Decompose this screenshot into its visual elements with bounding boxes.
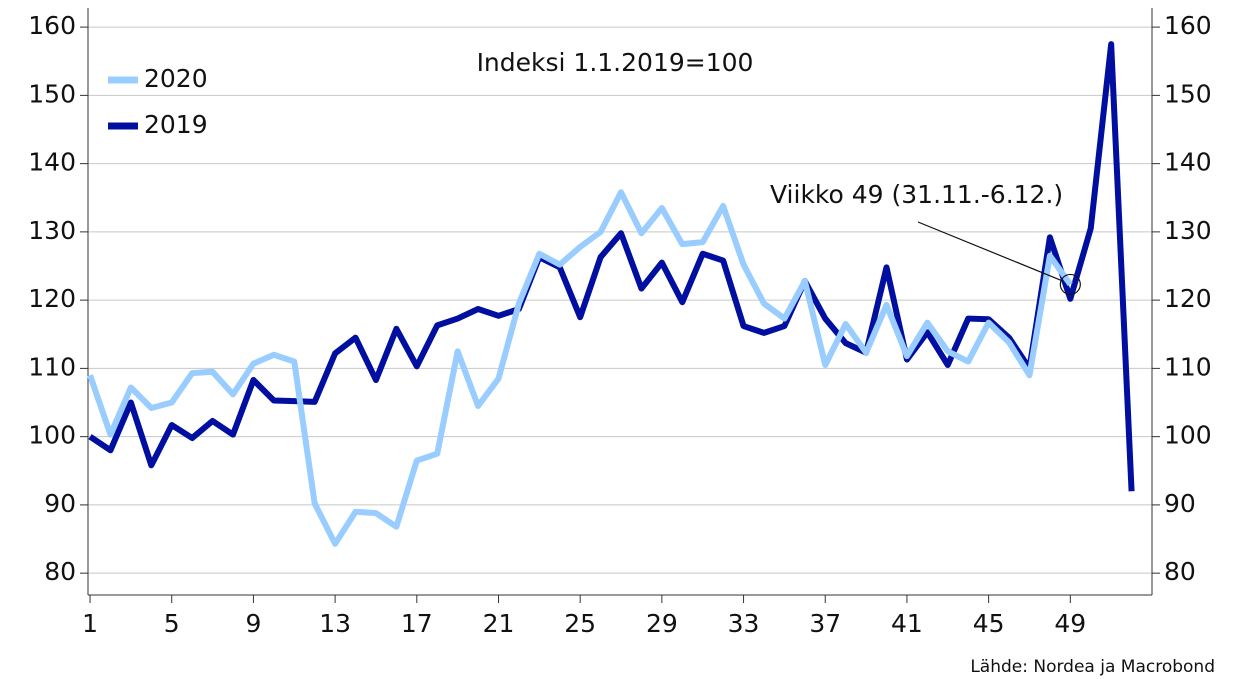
y2-tick-label: 140 (1164, 148, 1212, 177)
legend-label: 2019 (144, 110, 208, 139)
y2-tick-label: 100 (1164, 421, 1212, 450)
y-tick-label: 110 (28, 352, 76, 381)
y-tick-label: 90 (44, 489, 76, 518)
annotation-circle (1059, 273, 1081, 296)
y2-tick-label: 110 (1164, 352, 1212, 381)
y-tick-label: 80 (44, 557, 76, 586)
y2-tick-label: 150 (1164, 79, 1212, 108)
y2-tick-label: 130 (1164, 216, 1212, 245)
y2-tick-label: 160 (1164, 11, 1212, 40)
y-tick-label: 100 (28, 421, 76, 450)
y2-tick-label: 90 (1164, 489, 1196, 518)
source: Lähde: Nordea ja Macrobond (970, 657, 1215, 677)
legend-label: 2020 (144, 64, 208, 93)
series-line (88, 41, 1135, 492)
x-tick-label: 1 (82, 609, 98, 638)
y2-tick-label: 120 (1164, 284, 1212, 313)
x-tick-label: 13 (319, 609, 351, 638)
annotation: Viikko 49 (31.11.-6.12.) (770, 180, 1063, 209)
x-tick-label: 41 (891, 609, 923, 638)
x-tick-label: 29 (646, 609, 678, 638)
y-tick-label: 130 (28, 216, 76, 245)
y-tick-label: 140 (28, 148, 76, 177)
x-tick-label: 9 (245, 609, 261, 638)
subtitle: Indeksi 1.1.2019=100 (477, 48, 754, 77)
series-line (87, 189, 1073, 547)
y-tick-label: 150 (28, 79, 76, 108)
x-tick-label: 21 (483, 609, 515, 638)
x-tick-label: 17 (401, 609, 433, 638)
x-tick-label: 25 (564, 609, 596, 638)
y-tick-label: 120 (28, 284, 76, 313)
x-tick-label: 37 (809, 609, 841, 638)
annotation-arrow (917, 221, 1062, 281)
x-tick-label: 5 (164, 609, 180, 638)
x-tick-label: 45 (973, 609, 1005, 638)
x-tick-label: 33 (728, 609, 760, 638)
y2-tick-label: 80 (1164, 557, 1196, 586)
x-tick-label: 49 (1054, 609, 1086, 638)
y-tick-label: 160 (28, 11, 76, 40)
